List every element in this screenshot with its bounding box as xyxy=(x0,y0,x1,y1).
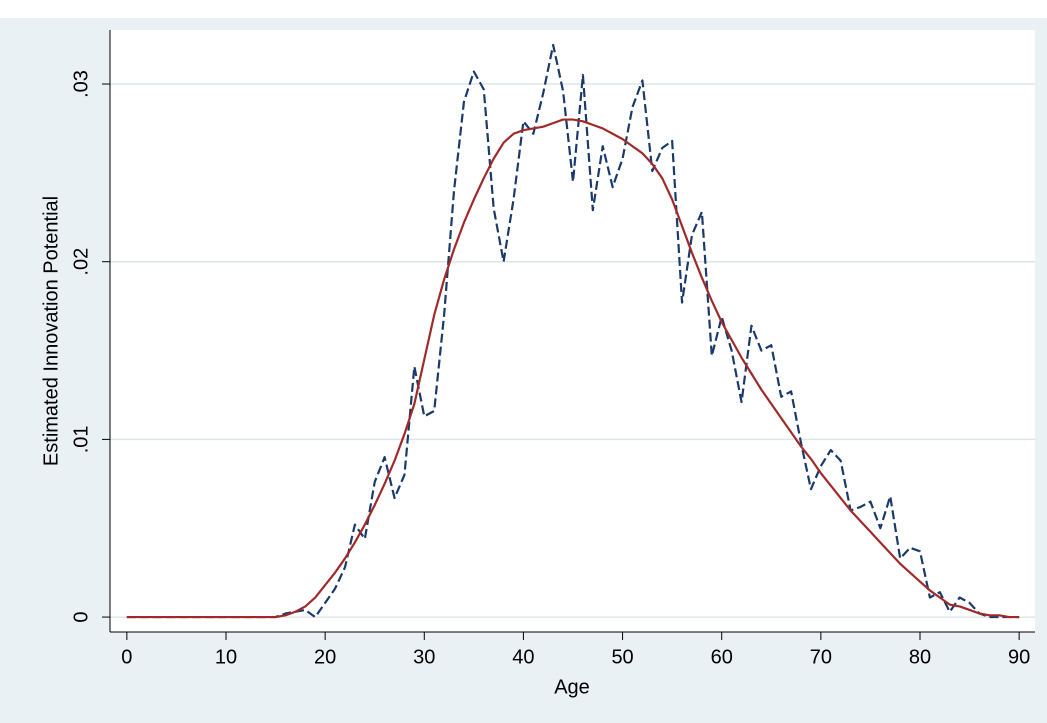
x-axis-label: Age xyxy=(554,676,590,698)
x-tick-label: 80 xyxy=(909,646,931,668)
x-tick-label: 10 xyxy=(215,646,237,668)
x-tick-label: 0 xyxy=(121,646,132,668)
series-line xyxy=(126,118,1020,619)
y-tick-label: .02 xyxy=(70,248,92,276)
x-tick-label: 30 xyxy=(413,646,435,668)
y-axis-label: Estimated Innovation Potential xyxy=(40,196,62,466)
x-tick-label: 60 xyxy=(711,646,733,668)
plot-area xyxy=(110,30,1035,632)
x-tick-label: 90 xyxy=(1008,646,1030,668)
x-tick-label: 40 xyxy=(512,646,534,668)
x-tick-label: 20 xyxy=(314,646,336,668)
y-tick-label: .01 xyxy=(70,425,92,453)
y-tick-label: 0 xyxy=(70,612,92,623)
y-tick-label: .03 xyxy=(70,70,92,98)
x-tick-label: 70 xyxy=(810,646,832,668)
x-tick-label: 50 xyxy=(611,646,633,668)
